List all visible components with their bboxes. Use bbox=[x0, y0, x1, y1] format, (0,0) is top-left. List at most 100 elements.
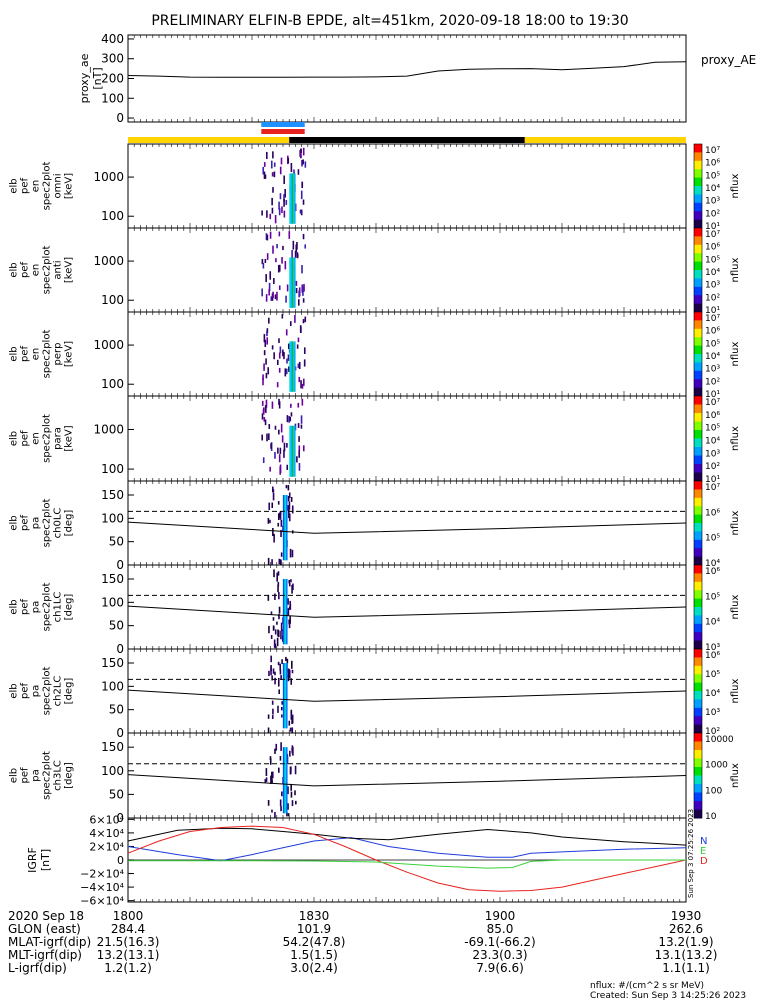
flux-speckle bbox=[270, 775, 272, 784]
flux-speckle bbox=[275, 743, 278, 751]
colorbar-tick-label: 10 bbox=[705, 812, 717, 822]
flux-speckle bbox=[281, 257, 283, 264]
flux-speckle bbox=[271, 207, 274, 214]
flux-speckle bbox=[291, 505, 294, 514]
created-note: Created: Sun Sep 3 14:25:26 2023 bbox=[590, 991, 746, 1000]
flux-speckle bbox=[261, 288, 263, 297]
flux-speckle bbox=[296, 456, 298, 463]
colorbar-tick-label: 10⁵ bbox=[705, 339, 720, 349]
colorbar-tick-label: 10⁶ bbox=[705, 159, 720, 169]
panel-bg bbox=[128, 481, 686, 565]
flux-core bbox=[290, 425, 292, 477]
colorbar-segment bbox=[694, 556, 702, 566]
flux-speckle bbox=[271, 345, 274, 350]
row-value: 1.1(1.1) bbox=[662, 961, 710, 975]
flux-speckle bbox=[267, 518, 270, 524]
flux-speckle bbox=[297, 402, 300, 408]
y-axis-label: IGRF [nT] bbox=[26, 847, 52, 873]
colorbar-tick-label: 10⁵ bbox=[705, 670, 720, 680]
flux-speckle bbox=[300, 190, 303, 200]
flux-speckle bbox=[265, 768, 268, 776]
row-value: 101.9 bbox=[297, 922, 331, 936]
flux-speckle bbox=[277, 447, 279, 454]
flux-speckle bbox=[273, 639, 276, 648]
flux-speckle bbox=[269, 231, 272, 239]
flux-speckle bbox=[280, 706, 283, 711]
colorbar-segment bbox=[694, 548, 702, 558]
flux-speckle bbox=[276, 291, 278, 301]
flux-speckle bbox=[302, 378, 305, 386]
colorbar-segment bbox=[694, 337, 702, 347]
igrf-legend-N: N bbox=[700, 836, 707, 847]
colorbar-tick-label: 10⁵ bbox=[705, 255, 720, 265]
flux-speckle bbox=[294, 790, 296, 796]
flux-speckle bbox=[265, 372, 268, 379]
flux-speckle bbox=[281, 791, 283, 797]
y-label-line: pa bbox=[31, 601, 42, 613]
row-value: 262.6 bbox=[669, 922, 703, 936]
flux-speckle bbox=[274, 451, 276, 459]
colorbar-label-text: nflux bbox=[730, 763, 741, 788]
y-label-line: en bbox=[31, 348, 42, 361]
flux-speckle bbox=[277, 705, 279, 713]
colorbar-tick-label: 10¹ bbox=[705, 475, 720, 485]
flux-speckle bbox=[272, 528, 274, 537]
flux-speckle bbox=[286, 284, 289, 292]
flux-core bbox=[294, 425, 296, 477]
flux-speckle bbox=[271, 771, 274, 779]
y-tick-label: 50 bbox=[109, 703, 124, 717]
flux-core bbox=[290, 257, 292, 308]
flux-speckle bbox=[272, 617, 275, 621]
flux-core bbox=[289, 425, 291, 477]
flux-speckle bbox=[272, 245, 274, 254]
colorbar-tick-label: 10⁶ bbox=[705, 243, 720, 253]
colorbar-segment bbox=[694, 724, 702, 734]
flux-speckle bbox=[261, 258, 264, 265]
colorbar-segment bbox=[694, 152, 702, 162]
flux-speckle bbox=[277, 629, 279, 637]
flux-speckle bbox=[278, 264, 281, 272]
colorbar-tick-label: 10⁴ bbox=[705, 184, 720, 194]
flux-speckle bbox=[278, 208, 281, 216]
colorbar-segment bbox=[694, 801, 702, 810]
flux-speckle bbox=[265, 294, 268, 302]
flux-speckle bbox=[268, 282, 271, 292]
colorbar-segment bbox=[694, 455, 702, 465]
flux-speckle bbox=[278, 367, 281, 373]
colorbar-tick-label: 10⁷ bbox=[705, 398, 720, 408]
flux-speckle bbox=[286, 443, 288, 448]
flux-speckle bbox=[273, 162, 276, 167]
colorbar-tick-label: 10² bbox=[705, 462, 720, 472]
flux-speckle bbox=[292, 583, 294, 590]
flux-core bbox=[286, 495, 288, 561]
y-tick-label: 200 bbox=[101, 72, 124, 86]
flux-speckle bbox=[296, 241, 298, 250]
flux-speckle bbox=[268, 289, 270, 296]
flux-speckle bbox=[274, 748, 276, 754]
y-label-line: pef bbox=[20, 767, 31, 784]
flux-speckle bbox=[283, 175, 285, 185]
flux-speckle bbox=[288, 513, 291, 522]
y-label-line: spec2plot bbox=[42, 583, 53, 632]
y-tick-label: 0 bbox=[116, 642, 124, 656]
flux-speckle bbox=[280, 552, 283, 557]
y-label-line: [deg] bbox=[64, 594, 75, 621]
y-tick-label: 1000 bbox=[93, 338, 124, 352]
flux-core bbox=[282, 747, 285, 814]
y-axis-label: elb pef en spec2plot perp [keV] bbox=[9, 330, 75, 379]
loss-cone-line bbox=[127, 605, 687, 618]
colorbar-segment bbox=[694, 607, 702, 616]
flux-speckle bbox=[273, 171, 276, 178]
flux-speckle bbox=[262, 377, 264, 386]
flux-speckle bbox=[291, 800, 294, 807]
colorbar-label: nflux bbox=[730, 678, 741, 703]
flux-speckle bbox=[269, 758, 272, 765]
flux-speckle bbox=[298, 361, 301, 370]
flux-speckle bbox=[278, 352, 281, 359]
row-name: L-igrf(dip) bbox=[8, 961, 67, 975]
colorbar-tick-label: 10⁶ bbox=[705, 411, 720, 421]
flux-speckle bbox=[290, 403, 292, 408]
flux-speckle bbox=[274, 671, 276, 676]
colorbar-segment bbox=[694, 447, 702, 456]
